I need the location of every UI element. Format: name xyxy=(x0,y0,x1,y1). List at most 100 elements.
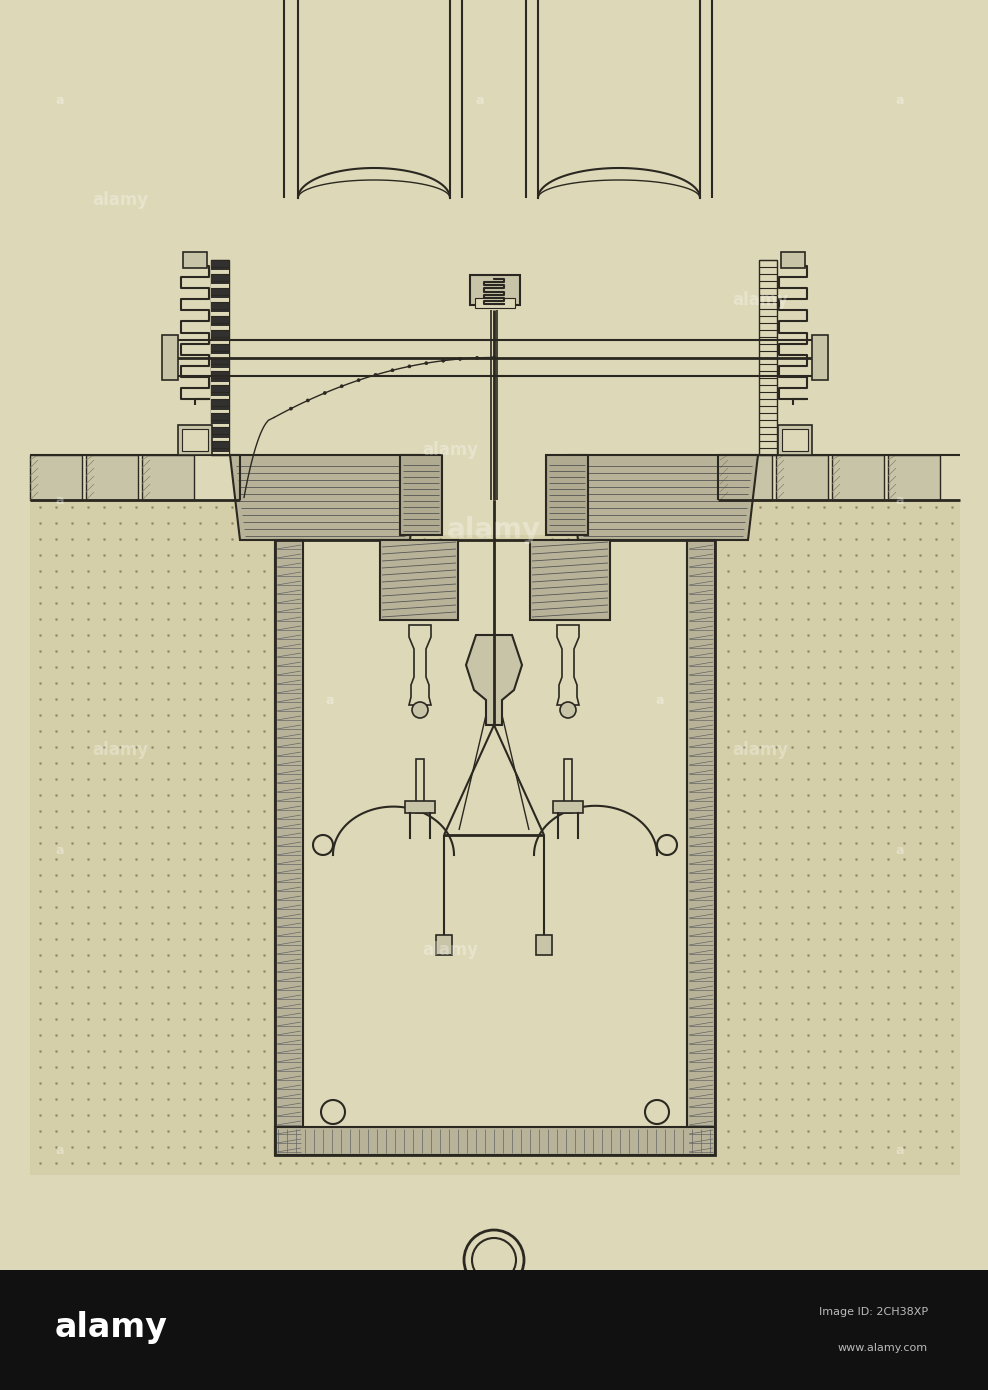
Text: www.alamy.com: www.alamy.com xyxy=(838,1343,928,1352)
Bar xyxy=(211,378,229,385)
Circle shape xyxy=(458,357,461,360)
Bar xyxy=(30,500,960,1175)
Bar xyxy=(211,368,229,371)
Bar xyxy=(86,455,138,500)
Circle shape xyxy=(560,702,576,719)
Bar xyxy=(405,801,435,813)
Text: a: a xyxy=(896,844,904,856)
Bar xyxy=(211,343,229,350)
Circle shape xyxy=(464,1230,524,1290)
Circle shape xyxy=(323,392,326,395)
Circle shape xyxy=(475,356,478,360)
Bar xyxy=(211,441,229,448)
Bar xyxy=(832,455,884,500)
Bar xyxy=(211,285,229,288)
Bar xyxy=(162,335,178,379)
Bar xyxy=(183,252,207,268)
Bar xyxy=(275,539,715,1155)
Bar xyxy=(211,313,229,316)
Bar xyxy=(759,260,777,455)
Text: alamy: alamy xyxy=(732,741,788,759)
Text: a: a xyxy=(896,1144,904,1156)
Text: alamy: alamy xyxy=(422,441,478,459)
Bar xyxy=(211,357,229,364)
Circle shape xyxy=(374,374,377,377)
Bar xyxy=(30,455,82,500)
Circle shape xyxy=(391,368,394,371)
Bar xyxy=(211,316,229,322)
Bar xyxy=(536,935,552,955)
Bar xyxy=(211,267,229,274)
Bar xyxy=(275,1127,715,1155)
Circle shape xyxy=(306,399,309,402)
Text: a: a xyxy=(55,93,64,107)
Bar xyxy=(781,252,805,268)
Circle shape xyxy=(442,359,445,363)
Bar xyxy=(178,425,212,455)
Bar xyxy=(782,430,808,450)
Bar xyxy=(470,275,520,304)
Bar xyxy=(211,382,229,385)
Circle shape xyxy=(340,385,343,388)
Bar xyxy=(436,935,452,955)
Bar xyxy=(211,354,229,357)
Text: alamy: alamy xyxy=(92,741,148,759)
Bar xyxy=(211,299,229,302)
Polygon shape xyxy=(466,635,522,726)
Polygon shape xyxy=(568,455,758,539)
Circle shape xyxy=(408,366,411,368)
Bar xyxy=(546,455,588,535)
Bar xyxy=(564,759,572,813)
Text: alamy: alamy xyxy=(422,941,478,959)
Bar xyxy=(416,759,424,813)
Bar xyxy=(211,327,229,329)
Bar xyxy=(211,385,229,392)
Bar xyxy=(553,801,583,813)
Bar xyxy=(211,271,229,274)
Bar xyxy=(211,396,229,399)
Bar xyxy=(142,455,194,500)
Text: alamy: alamy xyxy=(55,1311,168,1344)
Bar xyxy=(211,448,229,455)
Text: alamy: alamy xyxy=(732,291,788,309)
Bar xyxy=(211,260,229,455)
Text: a: a xyxy=(55,493,64,506)
Text: a: a xyxy=(656,694,664,706)
Bar xyxy=(211,410,229,413)
Bar xyxy=(211,434,229,441)
Polygon shape xyxy=(409,626,431,705)
Bar xyxy=(888,455,940,500)
Bar xyxy=(211,399,229,406)
Bar xyxy=(211,309,229,316)
Bar xyxy=(400,455,442,535)
Text: a: a xyxy=(896,93,904,107)
Bar xyxy=(211,371,229,378)
Bar xyxy=(211,329,229,336)
Bar xyxy=(275,539,303,1155)
Polygon shape xyxy=(557,626,579,705)
Circle shape xyxy=(289,407,292,410)
Circle shape xyxy=(425,361,428,364)
Bar xyxy=(211,424,229,427)
Bar xyxy=(211,260,229,267)
Polygon shape xyxy=(230,455,420,539)
Bar xyxy=(211,413,229,420)
Text: a: a xyxy=(476,93,484,107)
Bar xyxy=(0,1270,988,1390)
Bar xyxy=(211,406,229,413)
Text: a: a xyxy=(55,844,64,856)
Bar xyxy=(211,274,229,281)
Bar xyxy=(182,430,208,450)
Text: a: a xyxy=(896,493,904,506)
Bar xyxy=(812,335,828,379)
Bar xyxy=(211,452,229,455)
Text: a: a xyxy=(55,1144,64,1156)
Bar xyxy=(211,438,229,441)
Bar xyxy=(211,364,229,371)
Bar xyxy=(211,392,229,399)
Bar xyxy=(211,281,229,288)
Bar xyxy=(475,297,515,309)
Bar xyxy=(442,455,546,535)
Bar xyxy=(530,539,610,620)
Bar xyxy=(211,288,229,295)
